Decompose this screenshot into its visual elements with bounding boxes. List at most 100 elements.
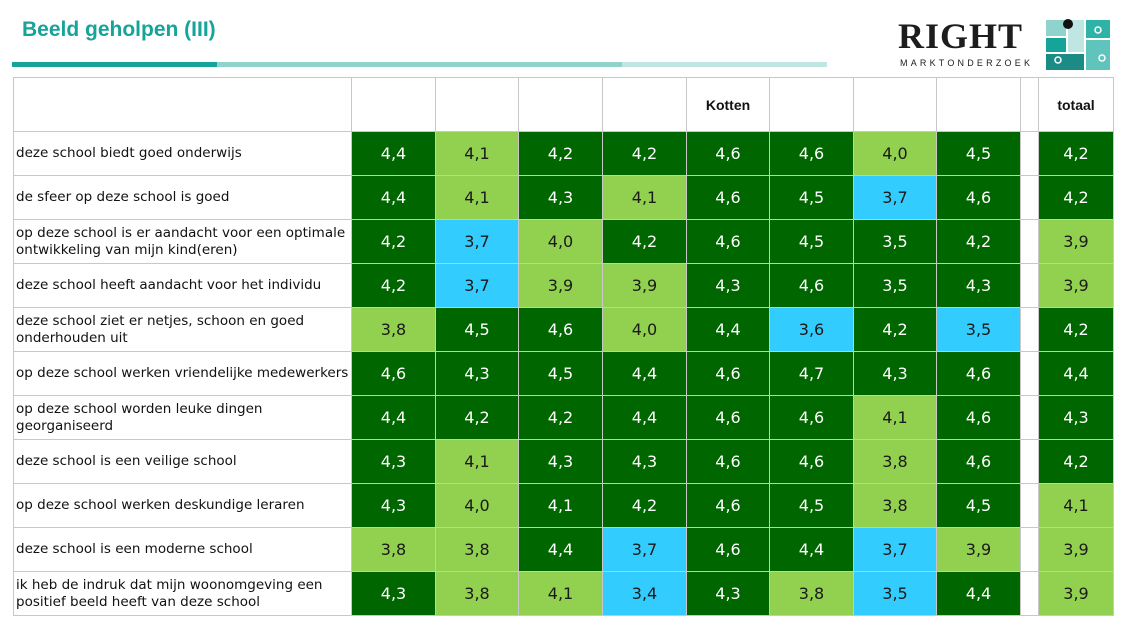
row-label: deze school ziet er netjes, schoon en go… (13, 307, 352, 352)
score-cell: 4,2 (518, 395, 603, 440)
score-cell: 3,7 (602, 527, 687, 572)
score-cell: 4,3 (853, 351, 937, 396)
logo-mark-icon (1046, 19, 1110, 70)
score-cell: 4,3 (686, 263, 770, 308)
score-cell: 4,0 (602, 307, 687, 352)
column-header (769, 77, 854, 132)
score-cell: 4,2 (602, 219, 687, 264)
score-cell: 4,1 (518, 483, 603, 528)
gap-cell (1020, 175, 1039, 220)
total-score-cell: 4,2 (1038, 307, 1114, 352)
row-label: deze school is een veilige school (13, 439, 352, 484)
total-score-cell: 4,1 (1038, 483, 1114, 528)
gap-cell (1020, 351, 1039, 396)
score-cell: 3,9 (936, 527, 1021, 572)
score-cell: 3,8 (351, 307, 436, 352)
table-row: op deze school werken deskundige leraren… (13, 483, 1114, 528)
score-cell: 4,1 (435, 439, 519, 484)
row-label: op deze school worden leuke dingen georg… (13, 395, 352, 440)
row-label: op deze school werken vriendelijke medew… (13, 351, 352, 396)
column-header: Kotten (686, 77, 770, 132)
table-row: deze school ziet er netjes, schoon en go… (13, 307, 1114, 352)
score-cell: 4,6 (686, 483, 770, 528)
score-cell: 4,0 (435, 483, 519, 528)
score-cell: 3,4 (602, 571, 687, 616)
table-row: deze school heeft aandacht voor het indi… (13, 263, 1114, 308)
score-cell: 4,3 (351, 571, 436, 616)
score-cell: 3,8 (769, 571, 854, 616)
score-cell: 4,1 (435, 131, 519, 176)
score-cell: 3,8 (351, 527, 436, 572)
total-score-cell: 3,9 (1038, 571, 1114, 616)
score-cell: 3,5 (853, 263, 937, 308)
score-cell: 4,2 (351, 219, 436, 264)
score-cell: 4,3 (602, 439, 687, 484)
score-cell: 4,4 (602, 395, 687, 440)
gap-cell (1020, 395, 1039, 440)
score-cell: 4,1 (602, 175, 687, 220)
score-cell: 4,5 (936, 483, 1021, 528)
header-gap-cell (1020, 77, 1039, 132)
results-table: Kotten totaal deze school biedt goed onde… (13, 77, 1114, 616)
score-cell: 3,5 (853, 219, 937, 264)
score-cell: 4,2 (853, 307, 937, 352)
score-cell: 4,4 (351, 395, 436, 440)
score-cell: 4,2 (602, 483, 687, 528)
row-label: deze school biedt goed onderwijs (13, 131, 352, 176)
score-cell: 4,6 (518, 307, 603, 352)
score-cell: 4,3 (936, 263, 1021, 308)
total-score-cell: 4,2 (1038, 131, 1114, 176)
score-cell: 4,2 (518, 131, 603, 176)
score-cell: 4,4 (518, 527, 603, 572)
row-label: deze school is een moderne school (13, 527, 352, 572)
gap-cell (1020, 219, 1039, 264)
score-cell: 4,5 (769, 175, 854, 220)
score-cell: 4,6 (769, 395, 854, 440)
row-label: deze school heeft aandacht voor het indi… (13, 263, 352, 308)
header-row: Kotten totaal (13, 77, 1114, 132)
table-row: ik heb de indruk dat mijn woonomgeving e… (13, 571, 1114, 616)
score-cell: 4,4 (769, 527, 854, 572)
score-cell: 4,6 (769, 131, 854, 176)
total-score-cell: 4,2 (1038, 439, 1114, 484)
logo-tagline: MARKTONDERZOEK (900, 58, 1034, 68)
score-cell: 4,2 (936, 219, 1021, 264)
score-cell: 4,1 (435, 175, 519, 220)
title-underline-segment (12, 62, 217, 67)
gap-cell (1020, 131, 1039, 176)
score-cell: 4,3 (351, 483, 436, 528)
column-header (602, 77, 687, 132)
score-cell: 3,9 (602, 263, 687, 308)
score-cell: 3,8 (435, 527, 519, 572)
score-cell: 3,7 (853, 175, 937, 220)
total-score-cell: 4,4 (1038, 351, 1114, 396)
row-label: de sfeer op deze school is goed (13, 175, 352, 220)
score-cell: 3,7 (435, 219, 519, 264)
score-cell: 4,1 (518, 571, 603, 616)
table-row: op deze school werken vriendelijke medew… (13, 351, 1114, 396)
score-cell: 3,5 (936, 307, 1021, 352)
score-cell: 4,6 (351, 351, 436, 396)
score-cell: 3,8 (853, 439, 937, 484)
column-header (518, 77, 603, 132)
page-title: Beeld geholpen (III) (22, 18, 216, 41)
score-cell: 4,6 (686, 395, 770, 440)
row-label: ik heb de indruk dat mijn woonomgeving e… (13, 571, 352, 616)
table-row: de sfeer op deze school is goed 4,4 4,1 4,3… (13, 175, 1114, 220)
score-cell: 4,6 (686, 175, 770, 220)
column-header: totaal (1038, 77, 1114, 132)
total-score-cell: 3,9 (1038, 527, 1114, 572)
total-score-cell: 4,3 (1038, 395, 1114, 440)
score-cell: 4,5 (518, 351, 603, 396)
score-cell: 4,6 (686, 439, 770, 484)
table-row: deze school biedt goed onderwijs 4,4 4,1 4,… (13, 131, 1114, 176)
score-cell: 4,6 (686, 527, 770, 572)
score-cell: 3,8 (853, 483, 937, 528)
score-cell: 4,3 (435, 351, 519, 396)
gap-cell (1020, 307, 1039, 352)
score-cell: 4,3 (518, 175, 603, 220)
right-logo: RIGHT MARKTONDERZOEK (898, 14, 1118, 74)
score-cell: 4,6 (686, 131, 770, 176)
score-cell: 3,6 (769, 307, 854, 352)
table-body: deze school biedt goed onderwijs 4,4 4,1 4,… (13, 131, 1114, 616)
